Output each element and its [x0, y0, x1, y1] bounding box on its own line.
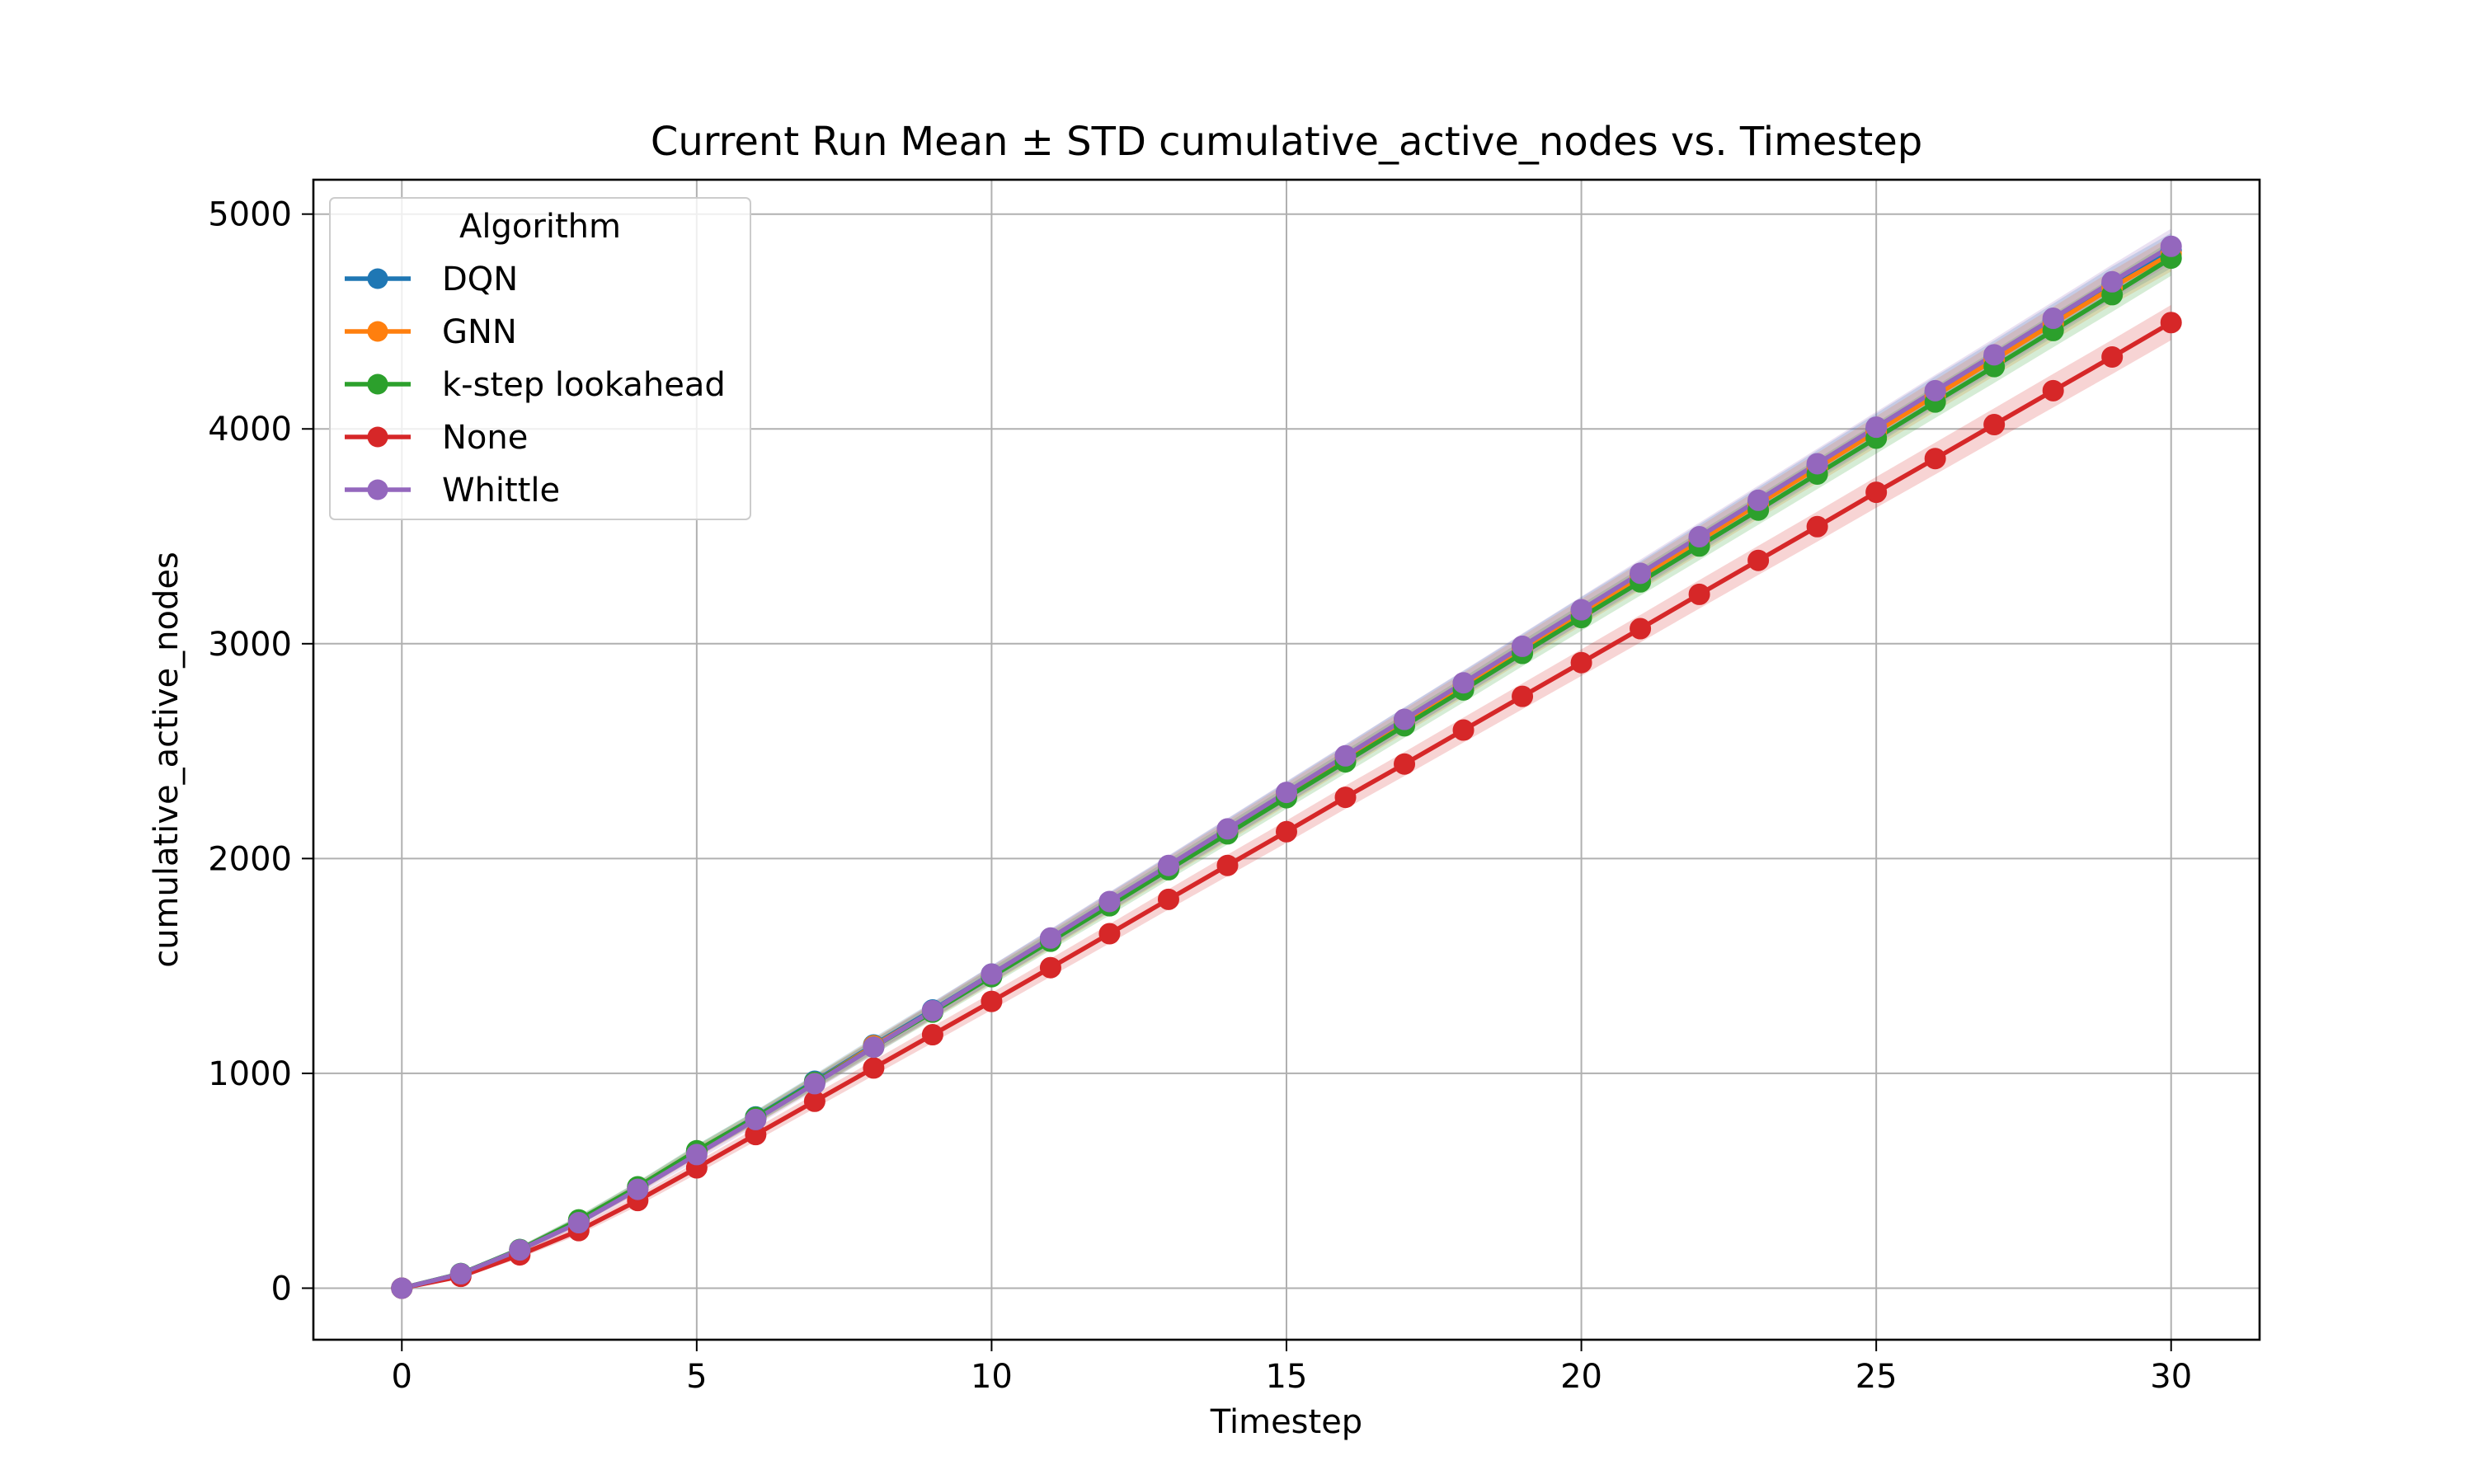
data-point — [1394, 708, 1416, 730]
data-point — [1452, 719, 1475, 741]
data-point — [2160, 235, 2182, 257]
data-point — [1983, 344, 2006, 366]
legend-title: Algorithm — [459, 208, 621, 246]
data-point — [2042, 308, 2064, 330]
grid — [313, 180, 2260, 1340]
data-point — [1039, 927, 1061, 949]
legend-label: GNN — [442, 313, 517, 351]
data-point — [863, 1057, 885, 1079]
x-tick-label: 15 — [1266, 1358, 1308, 1396]
legend-marker — [367, 268, 388, 289]
data-point — [863, 1036, 885, 1059]
data-point — [2101, 345, 2124, 368]
data-point — [921, 999, 943, 1021]
y-axis-ticks: 0 1000 2000 3000 4000 5000 — [208, 196, 313, 1308]
data-point — [1806, 515, 1828, 538]
legend-marker — [367, 426, 388, 448]
data-point — [981, 963, 1003, 985]
data-point — [1512, 635, 1534, 657]
x-tick-label: 25 — [1856, 1358, 1898, 1396]
data-point — [1806, 453, 1828, 475]
x-tick-label: 10 — [971, 1358, 1013, 1396]
data-point — [1216, 818, 1239, 840]
legend-items: DQN GNN k-step lookahead None Whittle — [345, 261, 726, 510]
data-point — [803, 1073, 825, 1095]
data-point — [1570, 599, 1592, 621]
data-point — [1865, 481, 1888, 504]
data-point — [449, 1263, 472, 1285]
data-point — [1865, 416, 1888, 439]
data-point — [2101, 270, 2124, 293]
data-point — [1157, 888, 1179, 910]
x-tick-label: 20 — [1560, 1358, 1602, 1396]
legend-label: None — [442, 419, 528, 457]
data-point — [1688, 526, 1710, 548]
data-point — [1924, 379, 1946, 402]
data-point — [1098, 923, 1121, 945]
data-point — [1394, 753, 1416, 775]
data-point — [1098, 890, 1121, 913]
data-point — [921, 1024, 943, 1046]
legend-marker — [367, 479, 388, 500]
y-tick-label: 0 — [271, 1270, 292, 1308]
legend: Algorithm DQN GNN k-step lookahead None Whit… — [329, 197, 751, 520]
legend-marker — [367, 321, 388, 342]
data-point — [1216, 854, 1239, 876]
y-tick-label: 3000 — [208, 626, 292, 664]
legend-marker — [367, 373, 388, 395]
data-point — [627, 1178, 649, 1200]
data-point — [981, 990, 1003, 1012]
legend-label: Whittle — [442, 472, 560, 510]
data-point — [685, 1144, 708, 1166]
data-point — [1570, 651, 1592, 674]
data-point — [1512, 685, 1534, 707]
data-point — [509, 1239, 531, 1261]
data-point — [1630, 618, 1652, 640]
x-axis-label: Timestep — [1210, 1403, 1362, 1441]
data-point — [1334, 787, 1357, 809]
x-tick-label: 30 — [2150, 1358, 2192, 1396]
data-point — [2160, 312, 2182, 334]
x-axis-ticks: 0 5 10 15 20 25 30 — [392, 1340, 2192, 1396]
chart-title: Current Run Mean ± STD cumulative_active… — [651, 119, 1922, 165]
data-point — [567, 1211, 590, 1233]
data-point — [1334, 744, 1357, 767]
data-point — [1276, 820, 1297, 843]
series-markers — [391, 235, 2182, 1299]
x-tick-label: 5 — [686, 1358, 707, 1396]
y-tick-label: 5000 — [208, 196, 292, 234]
data-point — [1924, 448, 1946, 470]
data-point — [1747, 549, 1770, 571]
data-point — [1452, 672, 1475, 694]
data-point — [1688, 583, 1710, 605]
data-point — [2042, 379, 2064, 402]
data-point — [1747, 489, 1770, 511]
data-point — [1630, 562, 1652, 585]
data-point — [745, 1108, 767, 1130]
data-point — [391, 1277, 413, 1299]
data-point — [1039, 956, 1061, 979]
data-point — [1157, 854, 1179, 876]
y-axis-label: cumulative_active_nodes — [148, 552, 186, 968]
legend-label: DQN — [442, 261, 518, 298]
legend-box — [329, 197, 751, 520]
y-tick-label: 2000 — [208, 840, 292, 878]
data-point — [1276, 782, 1297, 804]
y-tick-label: 4000 — [208, 411, 292, 448]
legend-label: k-step lookahead — [442, 366, 726, 404]
data-point — [1983, 414, 2006, 436]
x-tick-label: 0 — [392, 1358, 412, 1396]
y-tick-label: 1000 — [208, 1055, 292, 1093]
